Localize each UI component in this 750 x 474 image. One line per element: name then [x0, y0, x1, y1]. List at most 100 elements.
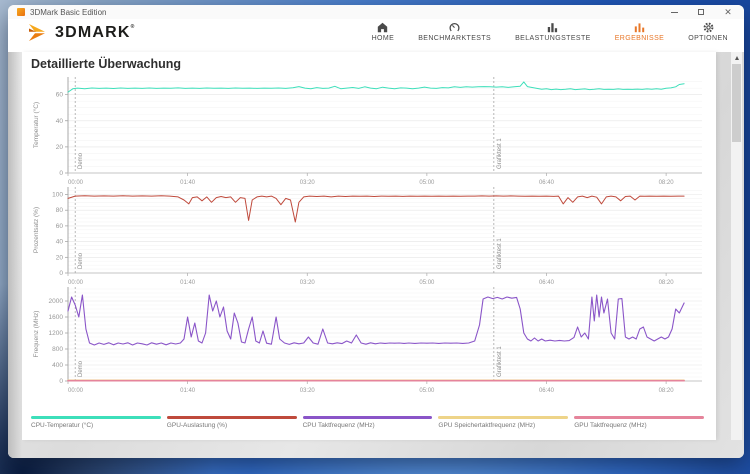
x-tick-label: 03:20	[300, 180, 316, 186]
legend-color-bar	[31, 416, 161, 419]
x-tick-label: 05:00	[419, 280, 435, 286]
legend-item[interactable]: GPU-Auslastung (%)	[166, 416, 297, 429]
nav-item-belastungsteste[interactable]: BELASTUNGSTESTE	[515, 22, 591, 42]
titlebar[interactable]: 3DMark Basic Edition ✕	[8, 5, 744, 19]
y-tick-label: 800	[52, 346, 63, 353]
x-tick-label: 01:40	[180, 388, 196, 394]
legend-label: CPU-Temperatur (°C)	[31, 422, 94, 429]
nav-item-benchmarktests[interactable]: BENCHMARKTESTS	[418, 22, 491, 42]
x-tick-label: 08:20	[659, 388, 675, 394]
nav-item-ergebnisse[interactable]: ERGEBNISSE	[615, 22, 665, 42]
monitoring-chart: 0 400 800 1200 1600 2000 00:00 01:40 03:20 05:00 0…	[33, 287, 702, 394]
event-marker-label: Demo	[78, 252, 84, 269]
scrollbar[interactable]	[731, 52, 742, 440]
y-tick-label: 40	[56, 239, 64, 246]
logo-text: 3DMARK®	[55, 23, 136, 41]
x-tick-label: 06:40	[539, 280, 555, 286]
y-tick-label: 0	[59, 270, 63, 277]
y-tick-label: 1600	[49, 314, 64, 321]
scrollbar-up-arrow-icon[interactable]	[731, 52, 742, 63]
app-icon	[17, 8, 25, 16]
x-tick-label: 00:00	[68, 388, 84, 394]
x-tick-label: 05:00	[419, 180, 435, 186]
y-tick-label: 40	[56, 118, 64, 125]
x-tick-label: 01:40	[180, 280, 196, 286]
y-tick-label: 80	[56, 207, 64, 214]
x-tick-label: 06:40	[539, 180, 555, 186]
x-tick-label: 03:20	[300, 388, 316, 394]
event-marker-label: Demo	[78, 152, 84, 169]
chart-legend: CPU-Temperatur (°C) GPU-Auslastung (%) CPU…	[31, 416, 704, 429]
y-tick-label: 60	[56, 92, 64, 99]
charts-container: 0 20 40 60 00:00 01:40 03:20 05:00 06:40 08:20 Dem…	[30, 77, 710, 395]
y-tick-label: 400	[52, 362, 63, 369]
y-axis-title: Frequenz (MHz)	[33, 311, 40, 358]
home-icon	[378, 22, 388, 33]
event-marker-label: Grafiktest 1	[497, 138, 503, 169]
close-button[interactable]: ✕	[724, 7, 732, 17]
legend-item[interactable]: CPU-Temperatur (°C)	[31, 416, 161, 429]
gpu-load-line	[67, 195, 685, 223]
bar-chart-icon	[548, 23, 558, 33]
results-chart-icon	[634, 23, 645, 33]
legend-label: GPU Taktfrequenz (MHz)	[574, 422, 647, 429]
event-marker-label: Grafiktest 1	[497, 238, 503, 269]
app-header: 3DMARK® HOME BENCHMARKTESTS	[8, 19, 744, 52]
legend-item[interactable]: GPU Speichertaktfrequenz (MHz)	[438, 416, 569, 429]
monitoring-chart: 0 20 40 60 80 100 00:00 01:40 03:20 05:00 06:40 08:…	[33, 187, 702, 286]
x-tick-label: 00:00	[68, 180, 84, 186]
x-tick-label: 06:40	[539, 388, 555, 394]
legend-color-bar	[438, 416, 569, 419]
y-tick-label: 60	[56, 223, 64, 230]
x-tick-label: 01:40	[180, 180, 196, 186]
nav-label: BENCHMARKTESTS	[418, 35, 492, 42]
monitoring-panel: Detaillierte Überwachung 0 20 40 60 00:00 01:…	[22, 52, 716, 440]
nav-label: HOME	[371, 35, 395, 42]
legend-item[interactable]: GPU Taktfrequenz (MHz)	[574, 416, 704, 429]
scrollbar-thumb[interactable]	[732, 64, 741, 142]
maximize-button[interactable]	[696, 7, 706, 17]
minimize-button[interactable]	[669, 7, 679, 17]
nav-item-home[interactable]: HOME	[372, 22, 395, 42]
event-marker-label: Grafiktest 1	[497, 346, 503, 377]
legend-label: GPU-Auslastung (%)	[166, 422, 228, 429]
cpu-clock-line	[67, 294, 685, 346]
legend-item[interactable]: CPU Taktfrequenz (MHz)	[302, 416, 433, 429]
y-axis-title: Prozentsatz (%)	[33, 207, 40, 253]
page-title: Detaillierte Überwachung	[31, 57, 182, 71]
registered-mark: ®	[130, 23, 136, 30]
cpu-temperature-line	[67, 81, 685, 93]
window-title: 3DMark Basic Edition	[30, 7, 107, 17]
content-area: Detaillierte Überwachung 0 20 40 60 00:00 01:…	[8, 52, 744, 458]
monitoring-chart: 0 20 40 60 00:00 01:40 03:20 05:00 06:40 08:20 Dem…	[32, 77, 702, 186]
nav-item-optionen[interactable]: OPTIONEN	[688, 22, 728, 42]
y-tick-label: 2000	[49, 298, 64, 305]
y-tick-label: 100	[52, 191, 63, 198]
nav-label: ERGEBNISSE	[614, 35, 665, 42]
3dmark-logo: 3DMARK®	[28, 23, 136, 42]
y-tick-label: 0	[59, 378, 63, 385]
y-tick-label: 1200	[49, 330, 64, 337]
nav-label: OPTIONEN	[688, 35, 728, 42]
event-marker-label: Demo	[78, 360, 84, 377]
legend-color-bar	[574, 416, 704, 419]
left-shadow	[8, 52, 22, 458]
gauge-icon	[449, 22, 460, 32]
x-tick-label: 00:00	[68, 280, 84, 286]
legend-label: CPU Taktfrequenz (MHz)	[302, 422, 375, 429]
x-tick-label: 08:20	[659, 180, 675, 186]
main-nav: HOME BENCHMARKTESTS BELASTUNGSTESTE	[372, 22, 728, 42]
legend-label: GPU Speichertaktfrequenz (MHz)	[438, 422, 536, 429]
y-axis-title: Temperatur (°C)	[32, 102, 40, 148]
legend-color-bar	[302, 416, 433, 419]
x-tick-label: 05:00	[419, 388, 435, 394]
y-tick-label: 20	[56, 254, 64, 261]
x-tick-label: 08:20	[659, 280, 675, 286]
gear-icon	[703, 22, 714, 33]
3dmark-logo-icon	[29, 24, 45, 41]
app-window: 3DMark Basic Edition ✕ 3DMARK®	[8, 5, 744, 458]
y-tick-label: 20	[56, 144, 64, 151]
x-tick-label: 03:20	[300, 280, 316, 286]
y-tick-label: 0	[59, 170, 63, 177]
